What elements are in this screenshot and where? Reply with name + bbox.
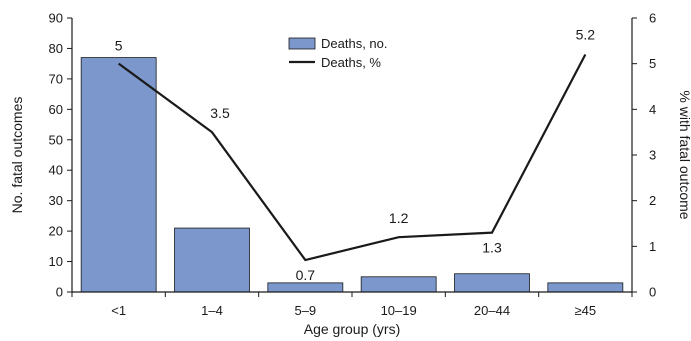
deaths-pct-line (118, 54, 587, 262)
left-tick-label-6: 60 (49, 102, 63, 117)
legend-label-deaths-pct: Deaths, % (321, 55, 381, 70)
left-tick-label-2: 20 (49, 224, 63, 239)
data-label-5: 5.2 (576, 27, 596, 43)
right-tick-label-2: 2 (649, 193, 656, 208)
ticks-layer: 0 10 20 30 40 50 60 70 80 90 0 1 2 3 4 5 6 <1 1–4 5–9 10–19 2… (49, 11, 657, 319)
bars-layer (80, 57, 624, 293)
y-axis-title: No. fatal outcomes (9, 97, 25, 214)
x-tick-label-3: 10–19 (381, 303, 417, 318)
legend-label-deaths-no: Deaths, no. (321, 36, 388, 51)
left-tick-label-5: 50 (49, 132, 63, 147)
legend-swatch-deaths-no (288, 37, 316, 50)
data-label-1: 3.5 (210, 105, 230, 121)
right-tick-label-1: 1 (649, 239, 656, 254)
right-tick-label-3: 3 (649, 148, 656, 163)
bar-2 (267, 282, 344, 293)
bar-3 (360, 276, 437, 293)
x-axis-title: Age group (yrs) (304, 321, 400, 337)
left-tick-label-1: 10 (49, 254, 63, 269)
right-tick-label-6: 6 (649, 11, 656, 26)
bar-5 (547, 282, 624, 293)
x-tick-label-0: <1 (111, 303, 126, 318)
right-tick-label-5: 5 (649, 56, 656, 71)
right-tick-label-4: 4 (649, 102, 656, 117)
bar-0 (80, 57, 157, 293)
x-tick-label-5: ≥45 (575, 303, 597, 318)
legend: Deaths, no. Deaths, % (288, 36, 388, 70)
data-label-3: 1.2 (389, 210, 409, 226)
bar-1 (174, 227, 250, 293)
x-tick-label-4: 20–44 (474, 303, 510, 318)
left-tick-label-0: 0 (56, 285, 63, 300)
bar-4 (454, 273, 530, 293)
left-tick-label-4: 40 (49, 163, 63, 178)
data-label-0: 5 (115, 38, 123, 54)
left-tick-label-7: 70 (49, 71, 63, 86)
right-tick-label-0: 0 (649, 285, 656, 300)
y2-axis-title: % with fatal outcome (677, 90, 691, 219)
data-label-4: 1.3 (482, 240, 502, 256)
data-label-2: 0.7 (296, 267, 316, 283)
line-layer (118, 54, 587, 262)
x-tick-label-1: 1–4 (201, 303, 223, 318)
left-tick-label-8: 80 (49, 41, 63, 56)
left-tick-label-9: 90 (49, 11, 63, 26)
left-tick-label-3: 30 (49, 193, 63, 208)
x-tick-label-2: 5–9 (294, 303, 316, 318)
data-labels-layer: 5 3.5 0.7 1.2 1.3 5.2 (115, 27, 596, 283)
